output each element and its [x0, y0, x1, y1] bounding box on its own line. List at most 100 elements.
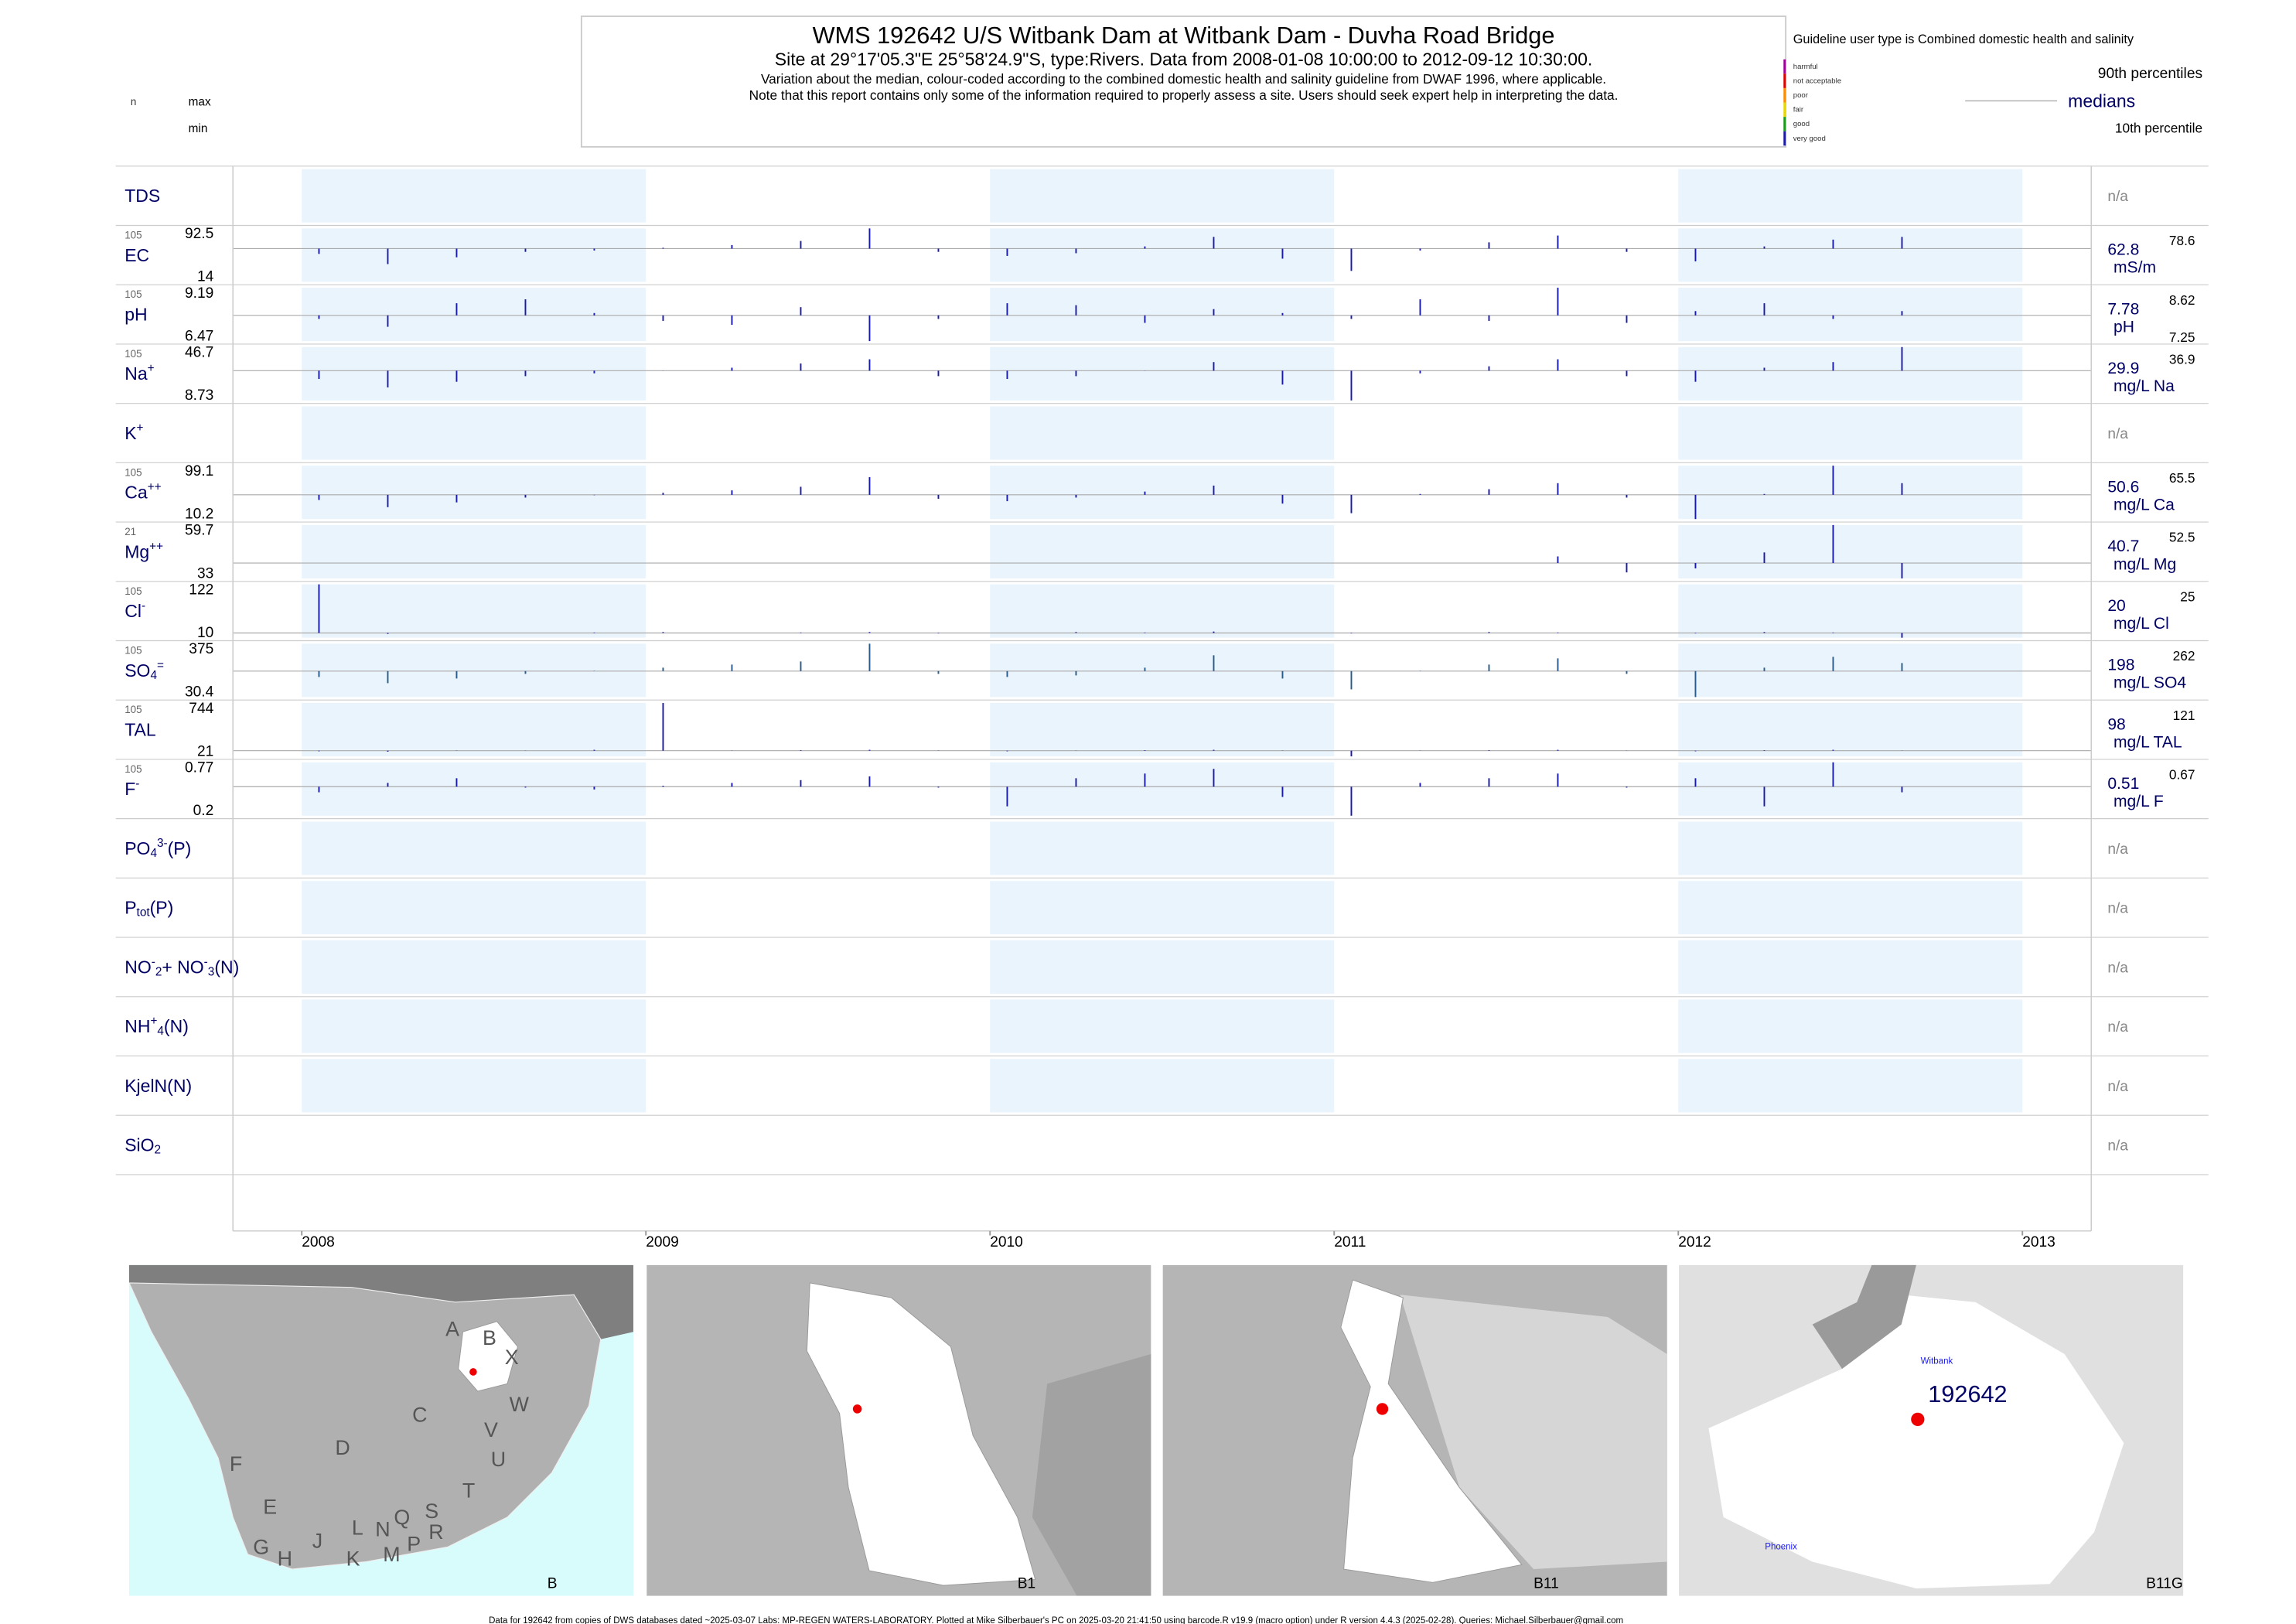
year-band: [302, 821, 646, 875]
year-band: [990, 228, 1335, 282]
region-letter: Q: [394, 1506, 410, 1529]
year-band: [302, 999, 646, 1053]
footer: Data for 192642 from copies of DWS datab…: [489, 1616, 1623, 1624]
row-label: KjelN(N): [125, 1076, 192, 1096]
label-part: 2: [155, 1144, 162, 1157]
header-box: [580, 15, 1787, 148]
label-part: SiO: [125, 1135, 154, 1155]
legend-item: good: [1793, 120, 1810, 128]
legend-swatch: [1783, 87, 1786, 103]
p90-value: 121: [2173, 708, 2195, 723]
label-part: 4: [150, 847, 157, 860]
year-band: [302, 584, 646, 638]
p90-value: 0.67: [2169, 767, 2195, 783]
map-shape: [1400, 1295, 1667, 1570]
region-letter: G: [253, 1535, 269, 1558]
year-band: [990, 346, 1335, 401]
map-shape: [806, 1282, 1036, 1586]
year-band: [1678, 288, 2023, 342]
min: 21: [197, 743, 213, 759]
note: Variation about the median, colour-coded…: [761, 71, 1606, 87]
label-part: NH: [125, 1016, 150, 1036]
row-label: pH: [125, 305, 147, 325]
year-band: [990, 288, 1335, 342]
median-value: 20: [2107, 597, 2125, 615]
label-part: F: [125, 779, 135, 799]
year-band: [1678, 346, 2023, 401]
label-part: TAL: [125, 720, 156, 740]
year-band: [302, 1059, 646, 1113]
year-band: [302, 169, 646, 223]
head-min: min: [189, 122, 208, 135]
max: 375: [189, 641, 213, 657]
map: B11: [1162, 1264, 1667, 1596]
year-band: [990, 762, 1335, 816]
map-shape: [1708, 1295, 2124, 1588]
region-letter: R: [428, 1520, 443, 1544]
label-part: + NO: [162, 957, 203, 977]
label-part: +: [148, 362, 155, 375]
legend-swatch: [1783, 102, 1786, 118]
count: 105: [125, 585, 142, 597]
title: WMS 192642 U/S Witbank Dam at Witbank Da…: [813, 22, 1555, 49]
label-part: (P): [168, 838, 192, 858]
min: 14: [197, 269, 214, 285]
year-band: [1678, 999, 2023, 1053]
year-band: [1678, 228, 2023, 282]
year-band: [990, 406, 1335, 460]
p90-value: 36.9: [2169, 352, 2195, 367]
max: 9.19: [185, 285, 213, 302]
year-band: [1678, 1059, 2023, 1113]
label-part: TDS: [125, 186, 160, 206]
label-part: PO: [125, 838, 150, 858]
map-shape: [1032, 1353, 1151, 1596]
p90-value: 52.5: [2169, 530, 2195, 545]
region-letter: A: [445, 1317, 459, 1340]
region-letter: C: [412, 1404, 427, 1427]
region-letter: S: [425, 1499, 438, 1523]
guideline: Guideline user type is Combined domestic…: [1793, 32, 2134, 46]
p90-value: 262: [2173, 648, 2195, 664]
p10-value: 7.25: [2169, 329, 2195, 345]
label-part: 4: [150, 669, 157, 682]
label-part: ++: [148, 480, 162, 493]
label-part: =: [157, 659, 164, 672]
year-band: [1678, 881, 2023, 935]
map-shape: [128, 1264, 634, 1339]
row-label: SO4=: [125, 659, 164, 683]
year-band: [302, 643, 646, 698]
head-max: max: [189, 95, 211, 108]
year-band: [302, 406, 646, 460]
label-part: SO: [125, 660, 150, 681]
unit: mg/L Ca: [2113, 496, 2175, 514]
legend-item: poor: [1793, 91, 1809, 100]
label-part: Mg: [125, 541, 149, 561]
site: Site at 29°17'05.3"E 25°58'24.9"S, type:…: [775, 49, 1592, 70]
map: B11G Witbank 192642 Phoenix: [1679, 1264, 2184, 1596]
count: 105: [125, 229, 142, 241]
count: 105: [125, 348, 142, 360]
map-shape: [469, 1368, 477, 1376]
legend-item: not acceptable: [1793, 77, 1841, 85]
p90-value: 78.6: [2169, 233, 2195, 248]
year-band: [302, 288, 646, 342]
row-label: PO43-(P): [125, 837, 191, 861]
map-name: B11G: [2146, 1575, 2183, 1592]
region-letter: H: [278, 1547, 292, 1571]
legend-swatch: [1783, 73, 1786, 88]
region-letter: E: [263, 1496, 277, 1519]
median-value: 29.9: [2107, 360, 2139, 377]
x-tick-label: 2011: [1334, 1234, 1366, 1250]
label-part: tot: [137, 906, 151, 919]
count: 105: [125, 763, 142, 775]
region-letter: J: [312, 1530, 322, 1553]
year-band: [990, 881, 1335, 935]
min: 6.47: [185, 328, 213, 344]
row-label: Cl-: [125, 599, 145, 621]
na-note: n/a: [2107, 1079, 2128, 1095]
region-letter: U: [491, 1448, 506, 1471]
unit: mg/L F: [2113, 793, 2164, 810]
year-band: [302, 881, 646, 935]
region-letter: P: [407, 1532, 421, 1555]
label-part: NO: [125, 957, 152, 977]
